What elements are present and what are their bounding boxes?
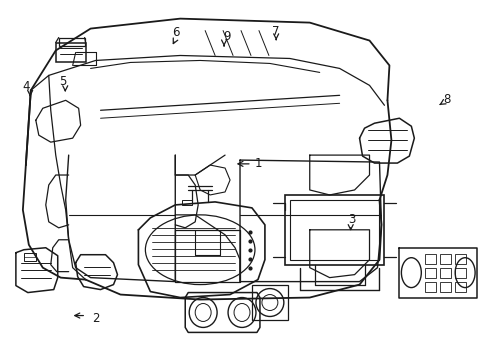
Bar bbox=[285, 195, 384, 265]
Text: 1: 1 bbox=[254, 157, 262, 170]
Bar bbox=[454, 254, 465, 264]
Text: 9: 9 bbox=[223, 30, 231, 43]
Bar bbox=[425, 268, 435, 278]
Bar bbox=[454, 282, 465, 292]
Bar bbox=[439, 254, 450, 264]
Text: 6: 6 bbox=[172, 27, 180, 40]
Text: 4: 4 bbox=[22, 80, 30, 93]
Text: 5: 5 bbox=[60, 75, 67, 88]
Bar bbox=[59, 37, 84, 45]
Bar bbox=[425, 254, 435, 264]
Bar bbox=[251, 285, 287, 320]
Bar bbox=[24, 253, 36, 261]
Bar bbox=[454, 268, 465, 278]
Bar bbox=[439, 268, 450, 278]
Text: 8: 8 bbox=[442, 93, 449, 106]
Bar bbox=[56, 42, 85, 62]
Bar bbox=[439, 282, 450, 292]
Text: 2: 2 bbox=[92, 311, 100, 325]
Bar bbox=[289, 200, 379, 260]
Bar bbox=[425, 282, 435, 292]
Text: 3: 3 bbox=[347, 213, 355, 226]
Bar bbox=[182, 200, 192, 205]
Text: 7: 7 bbox=[272, 25, 279, 38]
